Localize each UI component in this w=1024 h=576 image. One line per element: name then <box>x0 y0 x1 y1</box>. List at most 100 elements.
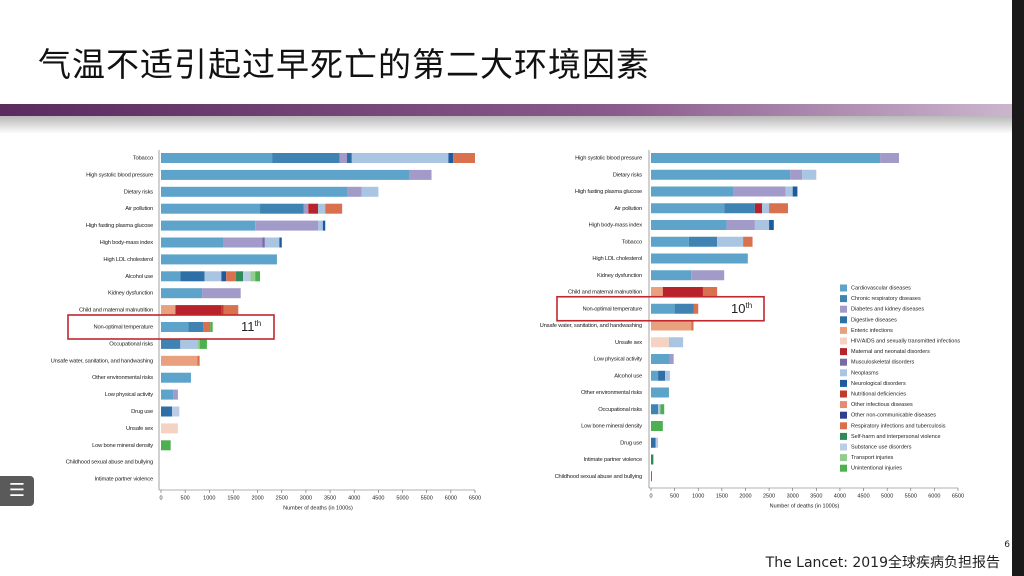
bar-segment <box>691 270 725 281</box>
legend-label: Chronic respiratory diseases <box>851 296 921 302</box>
bar-segment <box>448 153 454 163</box>
bar-segment <box>279 237 282 248</box>
category-label: Unsafe water, sanitation, and handwashin… <box>540 323 642 329</box>
x-tick-label: 4000 <box>348 495 360 501</box>
category-label: Air pollution <box>614 206 642 212</box>
bar-segment <box>173 389 178 400</box>
bar-segment <box>651 370 659 381</box>
legend-swatch <box>840 369 847 377</box>
bar-segment <box>651 220 727 230</box>
bar-segment <box>651 169 791 180</box>
bar-segment <box>199 338 207 349</box>
bar-segment <box>351 153 449 163</box>
legend-label: Nutritional deficiencies <box>851 391 906 397</box>
legend-swatch <box>840 422 847 430</box>
bar-segment <box>161 389 174 400</box>
bar-segment <box>161 237 224 248</box>
legend-label: Unintentional injuries <box>851 466 902 472</box>
bar-segment <box>674 303 694 314</box>
bar-segment <box>651 236 689 247</box>
x-tick-label: 5500 <box>421 495 433 501</box>
category-label: Child and maternal malnutrition <box>568 290 642 296</box>
bar-segment <box>197 355 200 366</box>
x-axis-label: Number of deaths (in 1000s) <box>770 503 840 509</box>
bar-segment <box>223 237 263 248</box>
bar-segment <box>308 203 318 214</box>
category-label: Childhood sexual abuse and bullying <box>66 460 153 466</box>
header-band <box>0 104 1024 116</box>
bar-segment <box>651 421 663 431</box>
category-label: High body-mass index <box>100 240 154 246</box>
menu-button[interactable]: ☰ <box>0 476 34 506</box>
bar-segment <box>180 271 205 282</box>
category-label: Dietary risks <box>613 172 643 178</box>
x-tick-label: 6000 <box>445 495 457 501</box>
category-label: Low physical activity <box>105 392 154 398</box>
category-label: Tobacco <box>133 156 153 162</box>
x-tick-label: 6500 <box>952 493 964 499</box>
category-label: Unsafe water, sanitation, and handwashin… <box>51 358 153 364</box>
legend-label: Self-harm and interpersonal violence <box>851 434 941 440</box>
bar-segment <box>346 153 352 163</box>
bar-segment <box>204 271 222 282</box>
bar-segment <box>250 271 256 282</box>
bar-segment <box>651 186 734 197</box>
bar-segment <box>691 320 694 331</box>
x-tick-label: 3500 <box>810 493 822 499</box>
category-label: Kidney dysfunction <box>108 291 153 297</box>
legend-swatch <box>840 337 847 345</box>
screen-edge <box>1012 0 1024 576</box>
source: The Lancet: 2019全球疾病负担报告 <box>765 555 1000 571</box>
bar-segment <box>223 305 239 316</box>
legend-label: Diabetes and kidney diseases <box>851 307 924 313</box>
legend-swatch <box>840 284 847 292</box>
rank-annotation: 11th <box>241 319 261 334</box>
slide-title: 气温不适引起过早死亡的第二大环境因素 <box>38 45 650 84</box>
bar-segment <box>197 338 200 349</box>
x-tick-label: 500 <box>181 495 190 501</box>
category-label: Drug use <box>620 440 642 446</box>
bar-segment <box>226 271 236 282</box>
bar-segment <box>325 203 343 214</box>
bar-segment <box>726 220 755 230</box>
bar-segment <box>717 236 744 247</box>
category-label: Intimate partner violence <box>95 477 153 483</box>
bar-segment <box>361 186 379 197</box>
bar-segment <box>702 287 718 297</box>
x-tick-label: 0 <box>649 493 652 499</box>
legend-swatch <box>840 432 847 440</box>
highlight-box <box>67 314 275 340</box>
x-tick-label: 5000 <box>881 493 893 499</box>
legend-swatch <box>840 411 847 419</box>
bar-segment <box>651 471 652 482</box>
bar-segment <box>669 354 674 364</box>
bar-segment <box>651 153 881 163</box>
bar-segment <box>651 203 725 214</box>
bar-segment <box>161 186 347 197</box>
category-label: Alcohol use <box>614 373 642 379</box>
bar-segment <box>303 203 309 214</box>
bar-segment <box>651 337 669 348</box>
legend-swatch <box>840 443 847 451</box>
category-label: Low bone mineral density <box>581 424 642 430</box>
bar-segment <box>785 186 793 197</box>
x-tick-label: 2000 <box>739 493 751 499</box>
legend-swatch <box>840 379 847 387</box>
category-label: High systolic blood pressure <box>86 172 153 178</box>
category-label: Intimate partner violence <box>584 457 642 463</box>
legend-swatch <box>840 305 847 313</box>
bar-segment <box>235 271 244 282</box>
bar-segment <box>172 406 180 417</box>
bar-segment <box>161 423 178 434</box>
bar-segment <box>161 220 256 231</box>
bar-segment <box>693 303 699 314</box>
bar-segment <box>339 153 347 163</box>
category-label: Dietary risks <box>124 189 154 195</box>
bar-segment <box>318 203 326 214</box>
bar-segment <box>161 288 203 299</box>
legend-label: Substance use disorders <box>851 444 912 450</box>
bar-segment <box>651 354 670 364</box>
bar-segment <box>769 203 788 214</box>
x-tick-label: 4500 <box>857 493 869 499</box>
bar-segment <box>802 169 817 180</box>
